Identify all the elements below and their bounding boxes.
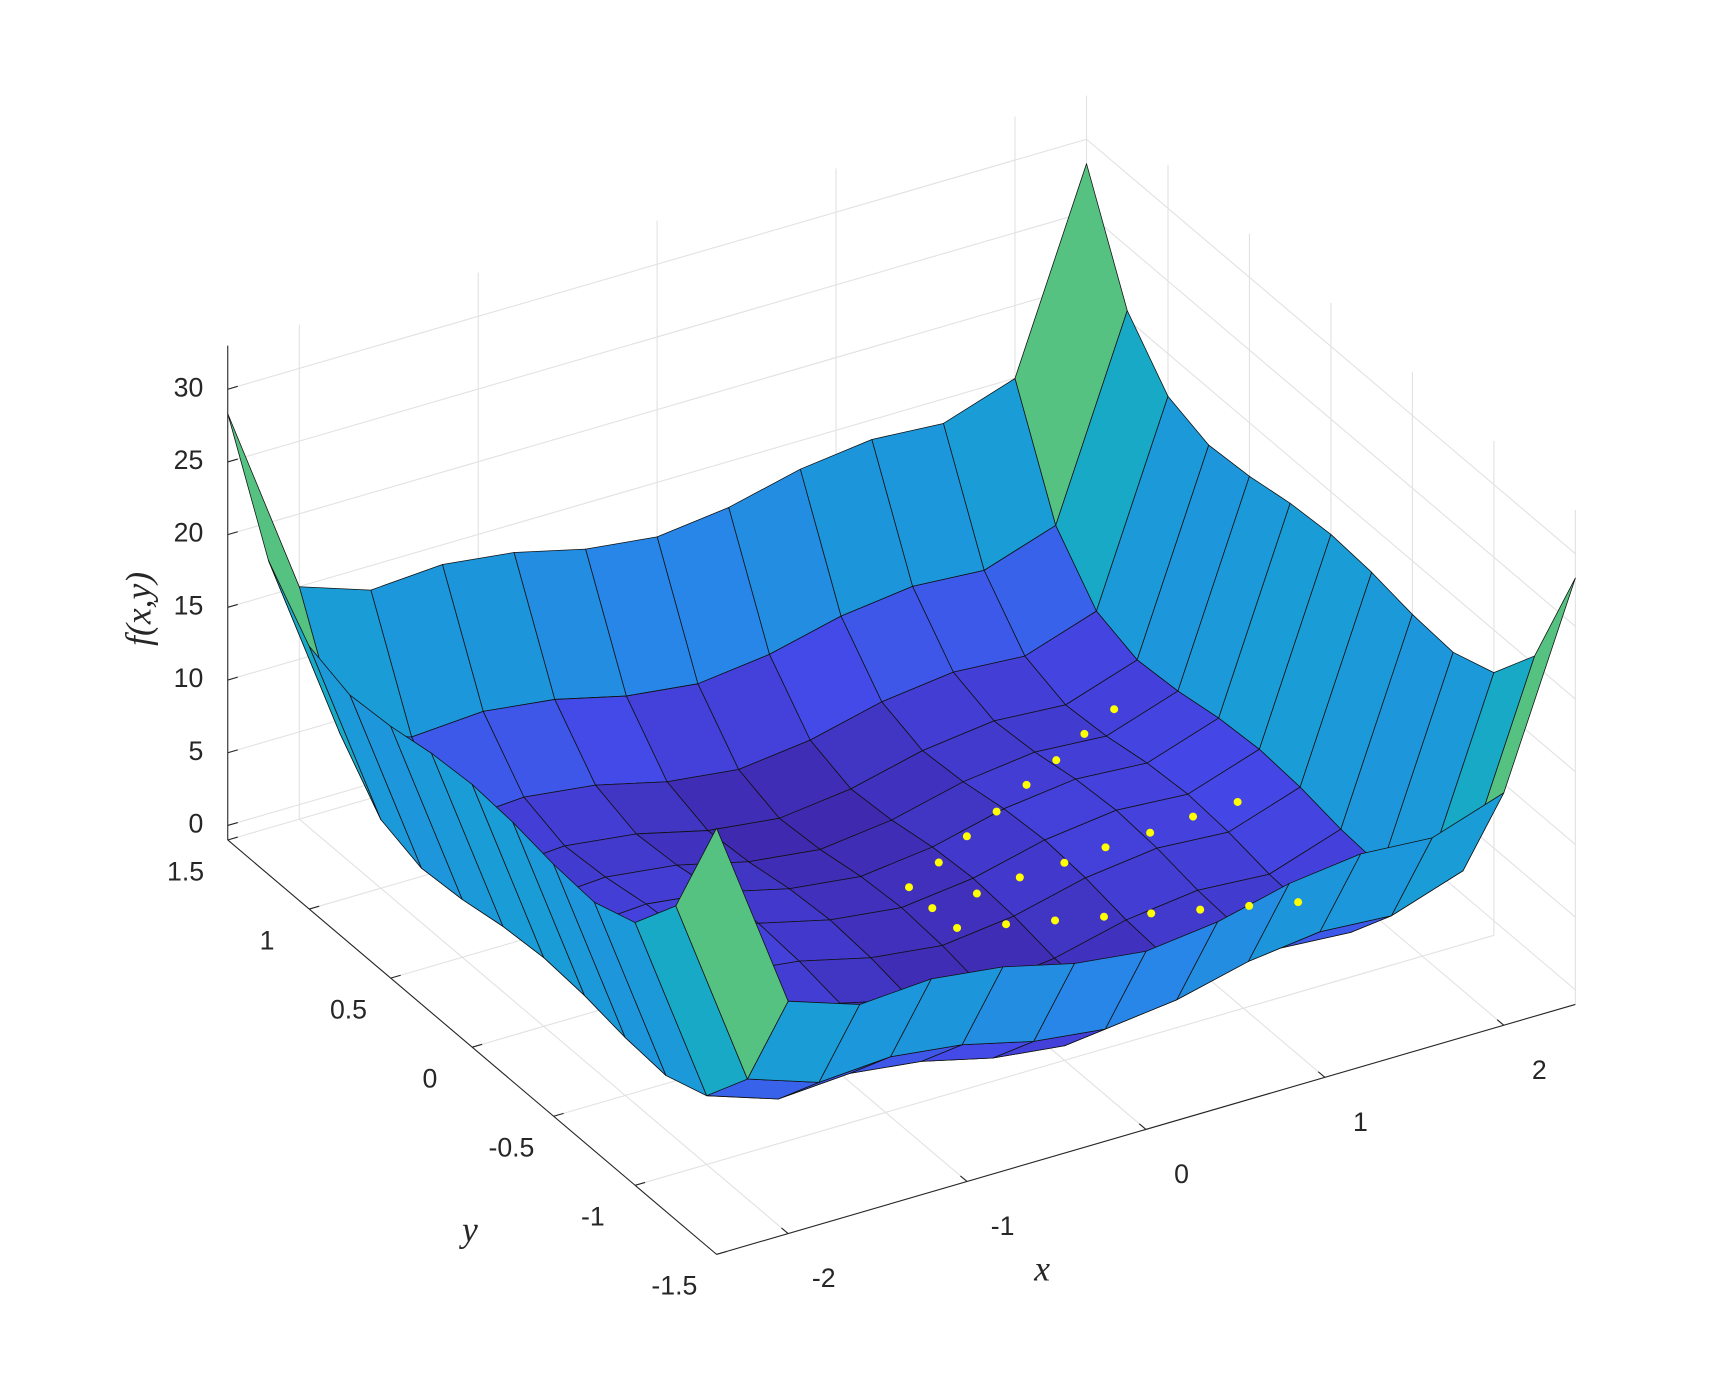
scatter-point xyxy=(1196,905,1205,914)
surface-patch xyxy=(675,827,789,1080)
z-tick-label: 10 xyxy=(174,663,204,693)
scatter-point xyxy=(1101,843,1110,852)
tick-mark xyxy=(309,905,320,910)
y-tick-label: 0.5 xyxy=(330,994,367,1024)
x-axis-line xyxy=(716,1003,1576,1255)
tick-mark xyxy=(390,974,401,979)
y-tick-label: -0.5 xyxy=(488,1133,534,1163)
scatter-point xyxy=(1233,797,1242,806)
grid-line xyxy=(227,284,1087,536)
scatter-point xyxy=(972,889,981,898)
tick-mark xyxy=(227,531,238,536)
tick-mark xyxy=(227,836,238,841)
tick-mark xyxy=(227,822,238,826)
scatter-point xyxy=(1189,812,1198,821)
scatter-point xyxy=(1022,780,1031,789)
y-tick-label: 1.5 xyxy=(167,856,204,886)
tick-mark xyxy=(781,1227,789,1234)
z-tick-label: 25 xyxy=(174,445,204,475)
tick-mark xyxy=(227,603,238,608)
tick-mark xyxy=(227,749,238,754)
scatter-point xyxy=(1080,729,1089,738)
points xyxy=(905,705,1303,932)
scatter-point xyxy=(992,807,1001,816)
grid-line xyxy=(634,934,1495,1186)
tick-mark xyxy=(1317,1071,1326,1078)
z-tick-label: 30 xyxy=(174,372,204,402)
axes: 0 5 10 15 20 25 30 -1.5 -1 -0.5 0 0.5 1 1.5 -2 -1 0 1 2 xyxy=(167,345,1576,1301)
scatter-point xyxy=(928,904,937,913)
tick-mark xyxy=(472,1043,483,1048)
scatter-point xyxy=(905,883,914,892)
scatter-point xyxy=(1110,705,1119,714)
y-tick-label: 0 xyxy=(423,1064,438,1094)
tick-mark xyxy=(716,1250,727,1255)
z-tick-label: 20 xyxy=(174,518,204,548)
scatter-point xyxy=(1146,828,1155,837)
scatter-point xyxy=(934,858,943,867)
tick-mark xyxy=(634,1181,646,1186)
y-tick-label: -1 xyxy=(581,1202,605,1232)
grid-line xyxy=(227,356,1087,608)
grid-line xyxy=(1086,284,1576,700)
x-tick-label: 1 xyxy=(1353,1107,1368,1137)
scatter-point xyxy=(1051,916,1060,925)
y-tick-label: 1 xyxy=(260,925,275,955)
scatter-point xyxy=(1060,858,1069,867)
grid-line xyxy=(227,138,1087,390)
scatter-point xyxy=(1147,909,1156,918)
scatter-point xyxy=(1015,873,1024,882)
scatter-point xyxy=(1002,920,1011,929)
scatter-point xyxy=(962,832,971,841)
x-tick-label: 2 xyxy=(1532,1055,1547,1085)
scatter-point xyxy=(1052,756,1061,765)
x-tick-label: 0 xyxy=(1174,1159,1189,1189)
z-axis-title: f(x,y) xyxy=(118,572,158,646)
scatter-point xyxy=(1245,901,1254,910)
x-tick-label: -1 xyxy=(991,1211,1015,1241)
scatter-point xyxy=(1294,898,1303,907)
tick-mark xyxy=(1496,1019,1505,1026)
tick-mark xyxy=(227,676,238,681)
y-axis-title: y xyxy=(459,1209,478,1249)
scatter-point xyxy=(953,923,962,932)
surface xyxy=(227,163,1576,1100)
grid-line xyxy=(227,211,1087,463)
tick-mark xyxy=(1138,1123,1147,1130)
x-axis-title: x xyxy=(1033,1248,1050,1288)
z-tick-label: 0 xyxy=(188,808,203,838)
tick-mark xyxy=(960,1175,968,1182)
scatter-point xyxy=(1100,912,1109,921)
z-tick-label: 15 xyxy=(174,590,204,620)
z-tick-label: 5 xyxy=(188,736,203,766)
tick-mark xyxy=(227,458,238,463)
tick-mark xyxy=(553,1112,564,1117)
y-tick-label: -1.5 xyxy=(651,1271,697,1301)
tick-mark xyxy=(227,385,238,390)
grid-line xyxy=(1086,138,1576,555)
x-tick-label: -2 xyxy=(812,1263,836,1293)
grid-line xyxy=(1086,211,1576,627)
